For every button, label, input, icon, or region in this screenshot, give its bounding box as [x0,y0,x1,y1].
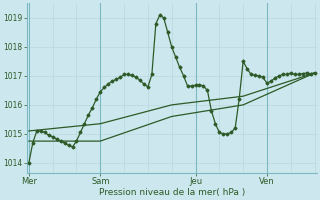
X-axis label: Pression niveau de la mer( hPa ): Pression niveau de la mer( hPa ) [99,188,245,197]
